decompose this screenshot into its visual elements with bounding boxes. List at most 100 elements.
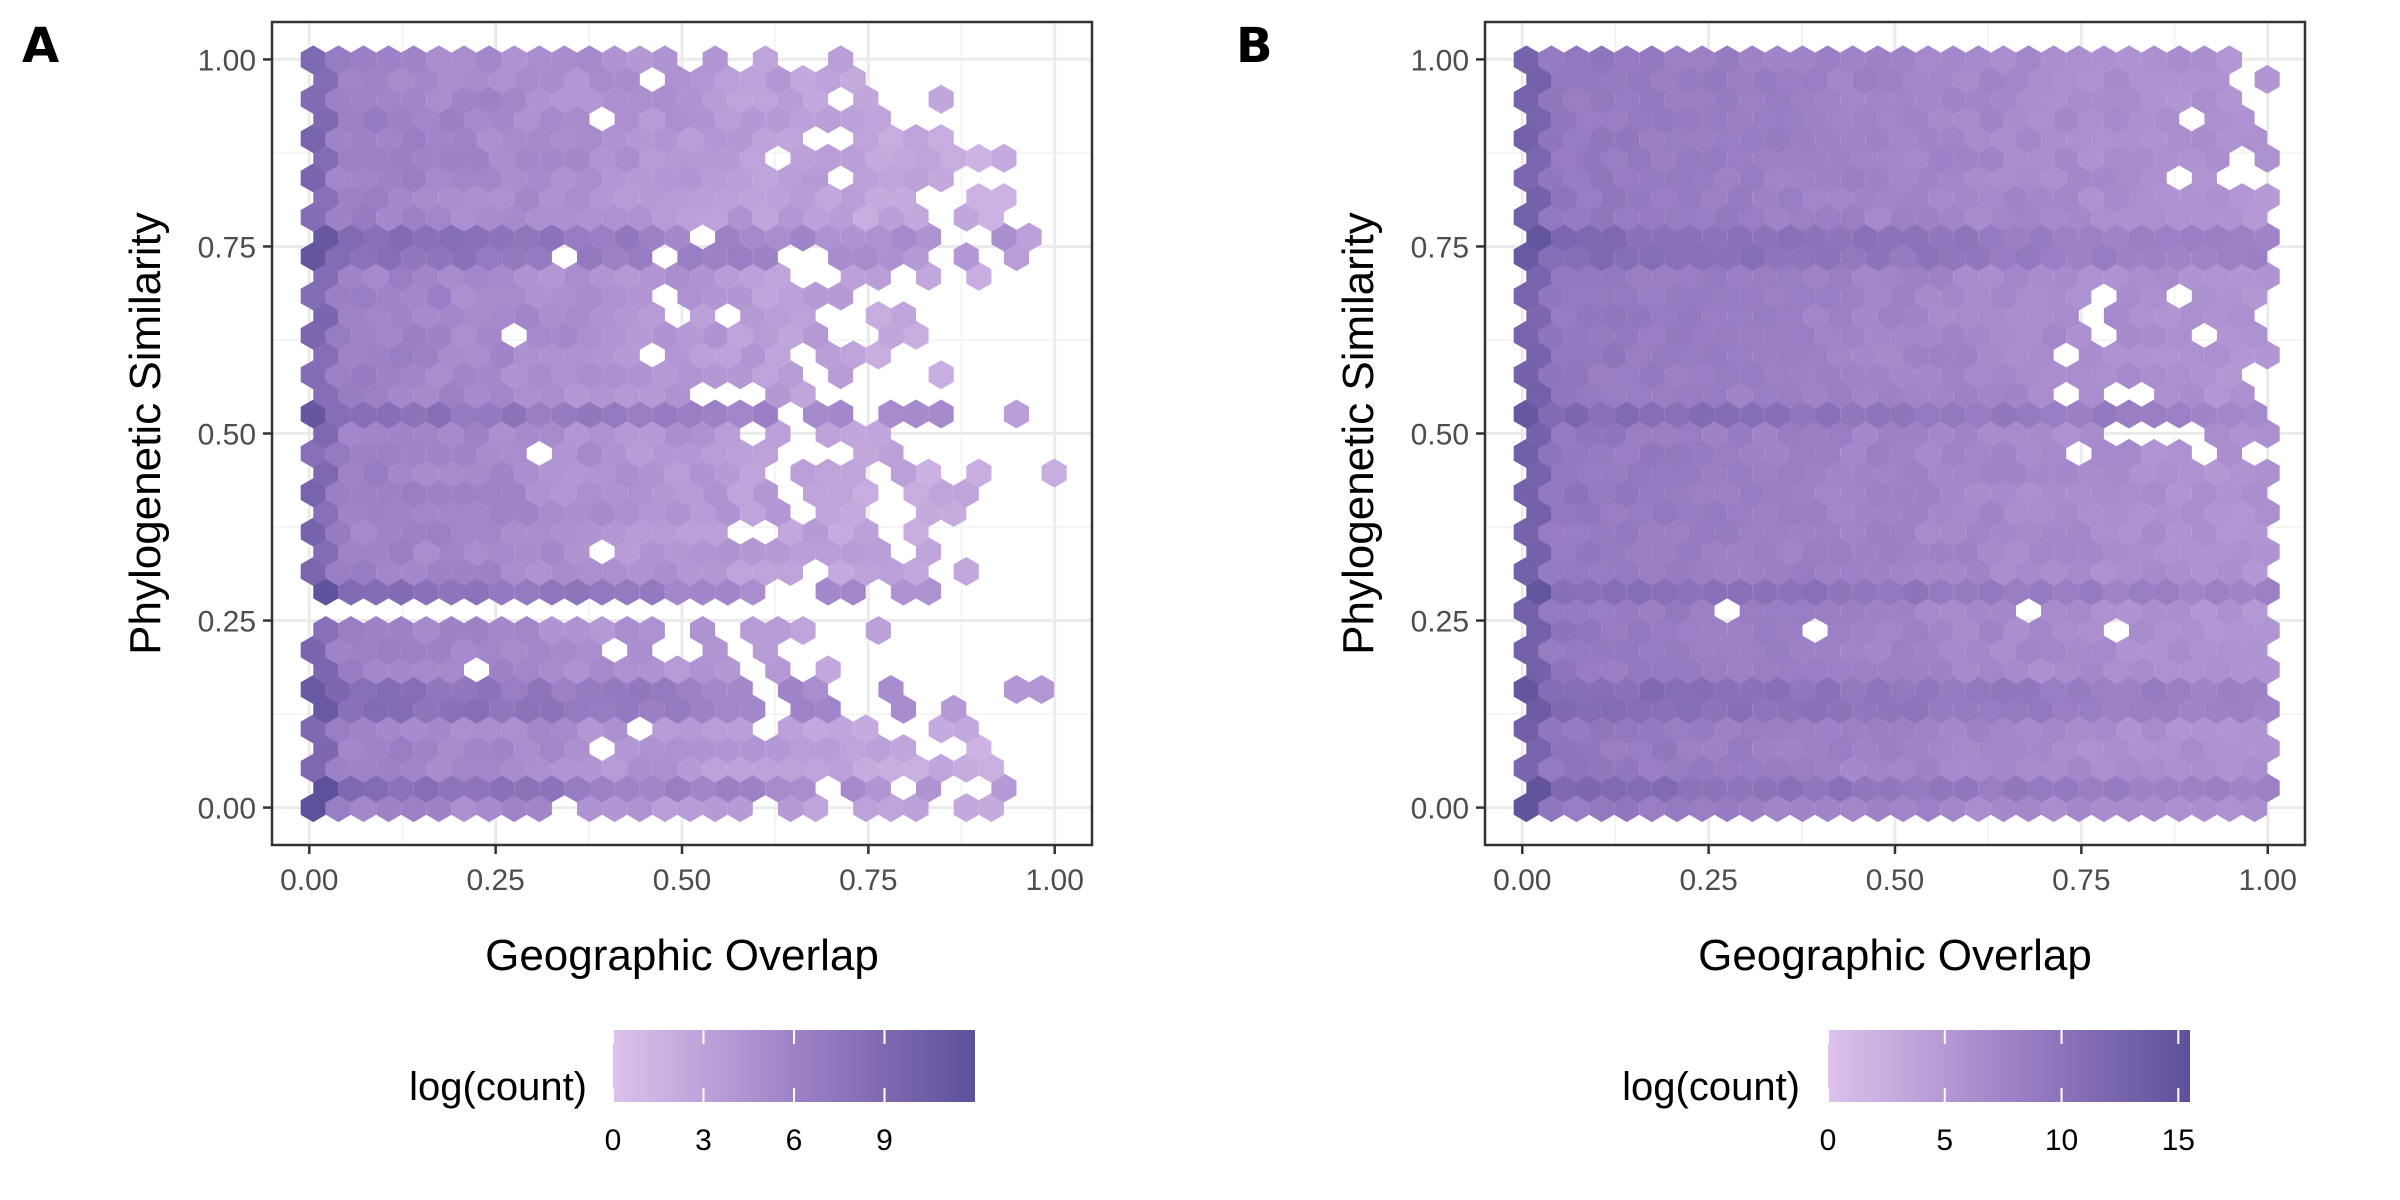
hexbin [2016, 84, 2042, 114]
hexbin [828, 202, 854, 232]
hexbin [438, 734, 464, 764]
hexbin [1513, 517, 1539, 547]
hexbin [526, 202, 552, 232]
hexbin [476, 202, 502, 232]
hexbin [1664, 753, 1690, 783]
hexbin [664, 379, 690, 409]
hexbin [589, 65, 615, 94]
hexbin [928, 163, 954, 193]
hexbin [1526, 497, 1552, 527]
hexbin [438, 773, 464, 803]
hexbin [1639, 163, 1665, 193]
hexbin [2016, 202, 2042, 232]
hexbin [551, 438, 577, 468]
hexbin [438, 340, 464, 370]
hexbin [2179, 183, 2205, 213]
hexbin [577, 45, 603, 75]
hexbin [514, 419, 540, 449]
hexbin [2003, 734, 2029, 764]
hexbin [1677, 655, 1703, 685]
hexbin [2053, 143, 2079, 173]
hexbin [1965, 478, 1991, 508]
hexbin [539, 419, 565, 449]
hexbin [1915, 320, 1941, 350]
hexbin [401, 320, 427, 350]
hexbin [1563, 45, 1590, 75]
hexbin [2066, 793, 2092, 823]
hexbin [1702, 301, 1728, 331]
hexbin [338, 379, 364, 409]
hexbin [1677, 576, 1703, 606]
hexbin [413, 183, 439, 213]
hexbin [2242, 793, 2268, 823]
hexbin [1639, 281, 1665, 311]
hexbin [514, 458, 540, 488]
hexbin [2116, 202, 2142, 232]
hexbin [2028, 340, 2054, 370]
hexbin [815, 340, 841, 370]
colorbar-tick-label: 3 [695, 1124, 712, 1157]
hexbin [1915, 596, 1941, 626]
hexbin [388, 340, 414, 370]
hexbin [803, 320, 829, 350]
hexbin [388, 301, 414, 331]
hexbin [740, 576, 766, 606]
hexbin [1978, 222, 2004, 252]
hexbin [1752, 222, 1778, 252]
hexbin [1526, 222, 1552, 252]
hexbin [1840, 84, 1866, 114]
hexbin [1576, 104, 1602, 134]
hexbin [602, 84, 628, 114]
hexbin [464, 183, 490, 213]
x-tick-label: 0.50 [1866, 864, 1924, 897]
hexbin [2204, 340, 2230, 370]
hexbin [2053, 655, 2079, 685]
hexbin [1526, 773, 1552, 803]
hexbin [1714, 320, 1740, 350]
hexbin [300, 753, 326, 783]
hexbin [1865, 281, 1891, 311]
hexbin [2154, 497, 2180, 527]
hexbin [338, 419, 364, 449]
hexbin [2078, 497, 2104, 527]
hexbin [2066, 399, 2092, 429]
hexbin [1790, 635, 1816, 665]
hexbin [2179, 694, 2205, 724]
hexbin [2179, 143, 2205, 173]
hexbin [1764, 45, 1790, 75]
hexbin [1915, 163, 1941, 193]
hexbin [1764, 242, 1790, 272]
hexbin [1702, 419, 1728, 449]
hexbin [2166, 84, 2192, 114]
hexbin [803, 675, 829, 704]
hexbin [916, 143, 942, 173]
hexbin [1739, 320, 1765, 350]
hexbin [2166, 202, 2192, 232]
hexbin [2242, 320, 2268, 350]
hexbin [2016, 163, 2042, 193]
hexbin [1790, 596, 1816, 626]
hexbin [765, 183, 791, 213]
hexbin [1003, 675, 1029, 704]
hexbin [2179, 340, 2205, 370]
hexbin [1890, 793, 1916, 823]
hexbin [752, 84, 778, 114]
hexbin [1965, 635, 1991, 665]
hexbin [627, 517, 653, 547]
x-axis-title: Geographic Overlap [1698, 931, 2092, 980]
hexbin [777, 557, 803, 586]
hexbin [2041, 438, 2067, 468]
hexbin [1764, 163, 1790, 193]
hexbin [2166, 320, 2192, 350]
hexbin [966, 458, 992, 488]
hexbin [1877, 301, 1903, 331]
hexbin [300, 675, 326, 704]
hexbin [627, 557, 653, 586]
hexbin [1928, 104, 1954, 134]
hexbin [1915, 478, 1941, 508]
hexbin [916, 497, 942, 527]
hexbin [2216, 399, 2242, 429]
hexbin [1903, 773, 1929, 803]
hexbin [2242, 753, 2268, 783]
hexbin [865, 183, 891, 213]
